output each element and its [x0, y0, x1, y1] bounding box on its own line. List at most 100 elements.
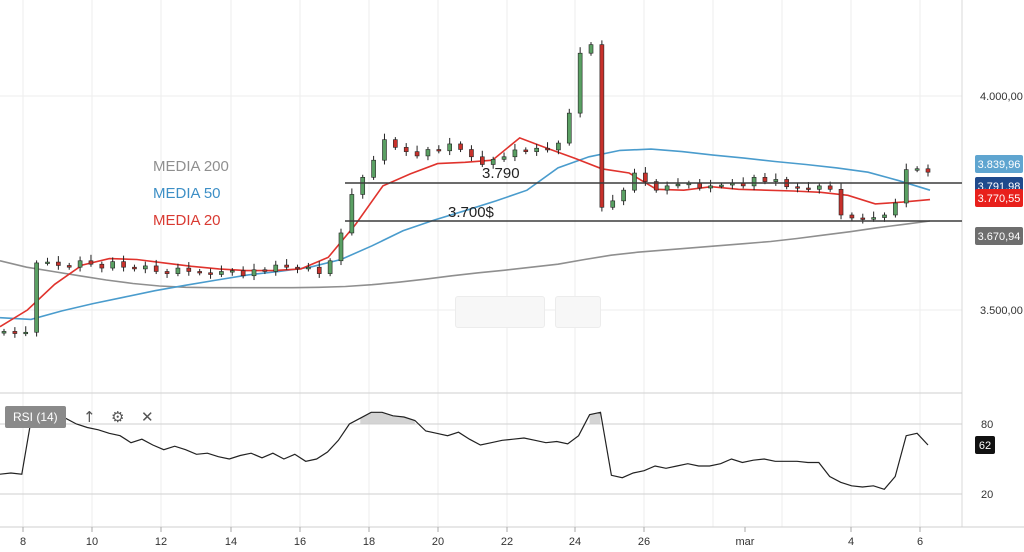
candle[interactable] — [88, 254, 94, 267]
candle[interactable] — [66, 262, 72, 270]
candle[interactable] — [686, 180, 692, 189]
arrow-up-icon[interactable]: ↑ — [83, 408, 96, 426]
price-tick-label: 3.500,00 — [980, 305, 1023, 317]
candle[interactable] — [632, 168, 637, 193]
rsi-value-badge: 62 — [975, 436, 995, 454]
close-icon[interactable]: ✕ — [141, 408, 154, 426]
candle[interactable] — [349, 188, 355, 236]
candle[interactable] — [12, 327, 18, 338]
rsi-overbought-fill — [589, 412, 601, 424]
candle[interactable] — [186, 262, 192, 276]
candle[interactable] — [360, 174, 366, 199]
candle[interactable] — [316, 261, 322, 278]
candle[interactable] — [860, 213, 866, 224]
rsi-indicator-label[interactable]: RSI (14) — [5, 406, 66, 428]
candle[interactable] — [708, 179, 713, 193]
candle[interactable] — [610, 194, 616, 210]
ma-line-media-200[interactable] — [0, 220, 931, 289]
candle[interactable] — [414, 145, 420, 159]
candle[interactable] — [447, 137, 452, 156]
candle[interactable] — [795, 182, 800, 193]
candle[interactable] — [545, 142, 550, 153]
toolbar-button[interactable] — [555, 296, 601, 328]
candle[interactable] — [893, 198, 898, 218]
time-axis[interactable]: 8 10 12 14 16 18 20 22 24 26 mar 4 6 — [20, 527, 923, 548]
candle[interactable] — [523, 147, 529, 155]
rsi-tick-label: 20 — [981, 489, 993, 501]
candle[interactable] — [871, 211, 876, 222]
candle[interactable] — [197, 268, 202, 276]
candle[interactable] — [653, 179, 659, 193]
candle[interactable] — [599, 40, 605, 212]
candle[interactable] — [773, 173, 779, 186]
candle[interactable] — [143, 261, 148, 274]
rsi-line[interactable] — [0, 409, 929, 490]
candle[interactable] — [566, 108, 572, 146]
candle[interactable] — [45, 257, 50, 266]
candle[interactable] — [175, 263, 181, 277]
candle[interactable] — [469, 145, 474, 162]
candle[interactable] — [512, 143, 518, 162]
candle[interactable] — [382, 133, 387, 165]
candle[interactable] — [393, 137, 398, 150]
candle[interactable] — [153, 259, 159, 275]
candle[interactable] — [425, 146, 431, 161]
candle[interactable] — [110, 257, 116, 271]
candle[interactable] — [56, 256, 61, 270]
candle[interactable] — [914, 166, 920, 173]
candle[interactable] — [730, 179, 735, 190]
candle[interactable] — [556, 140, 561, 155]
support-resistance-lines: 3.790 3.700$ — [345, 165, 962, 222]
candle[interactable] — [208, 268, 213, 279]
candle[interactable] — [925, 164, 931, 177]
candle[interactable] — [577, 47, 583, 118]
ma-line-media-50[interactable] — [0, 148, 931, 321]
ma-line-media-20[interactable] — [0, 136, 931, 328]
candle[interactable] — [121, 255, 126, 272]
time-tick-label: 22 — [501, 536, 513, 548]
price-axis[interactable]: 4.000,00 3.500,00 — [980, 91, 1023, 317]
time-tick-label: 24 — [569, 536, 581, 548]
candle[interactable] — [1, 328, 7, 336]
candle[interactable] — [327, 258, 333, 277]
candle[interactable] — [403, 143, 409, 156]
candle[interactable] — [219, 265, 224, 278]
candle[interactable] — [251, 263, 257, 281]
candle[interactable] — [306, 262, 311, 272]
time-tick-label: 20 — [432, 536, 444, 548]
candle[interactable] — [284, 259, 289, 270]
candle[interactable] — [77, 256, 83, 272]
toolbar-button[interactable] — [455, 296, 545, 328]
candle[interactable] — [23, 326, 29, 337]
candle[interactable] — [295, 264, 300, 274]
candle[interactable] — [501, 152, 507, 162]
candle[interactable] — [164, 268, 170, 278]
candle[interactable] — [816, 183, 822, 194]
gear-icon[interactable]: ⚙ — [111, 408, 125, 426]
candle[interactable] — [371, 155, 376, 180]
price-badge: 3.770,55 — [975, 189, 1023, 207]
candle[interactable] — [458, 141, 463, 153]
time-tick-label: mar — [736, 536, 755, 548]
candle[interactable] — [436, 145, 442, 154]
candle[interactable] — [534, 143, 539, 156]
candle[interactable] — [240, 266, 246, 279]
candle[interactable] — [229, 268, 235, 276]
candle[interactable] — [480, 150, 485, 168]
candle[interactable] — [273, 260, 279, 276]
candle[interactable] — [903, 163, 909, 208]
candle[interactable] — [262, 267, 268, 275]
candle[interactable] — [99, 261, 105, 273]
svg-text:62: 62 — [979, 440, 991, 452]
candle[interactable] — [588, 42, 594, 56]
candle[interactable] — [132, 264, 137, 272]
legend-ma50: MEDIA 50 — [153, 185, 221, 202]
candle[interactable] — [338, 228, 344, 266]
candle[interactable] — [849, 212, 855, 221]
candle[interactable] — [490, 156, 496, 169]
candle[interactable] — [621, 187, 626, 206]
moving-average-lines — [0, 136, 931, 328]
candle[interactable] — [838, 183, 844, 220]
candle[interactable] — [34, 260, 39, 337]
